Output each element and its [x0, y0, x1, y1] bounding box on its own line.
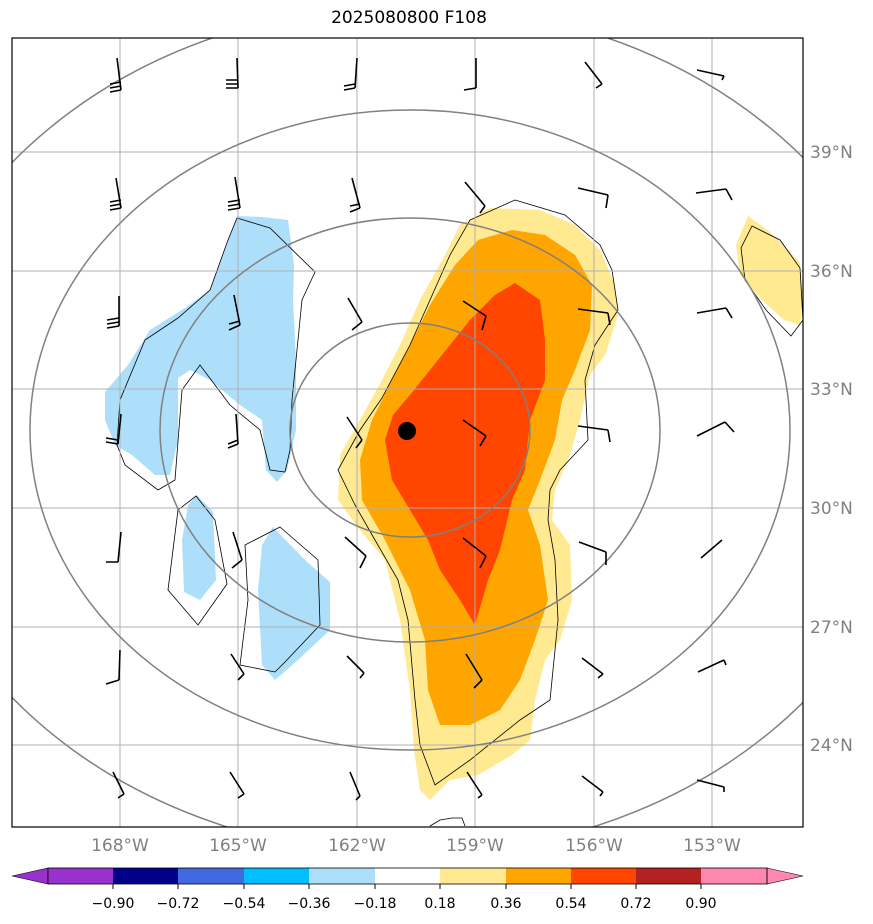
wind-barb [577, 308, 611, 326]
wind-barb [229, 771, 245, 799]
colorbar-segment [178, 868, 244, 884]
contour-outlines [116, 199, 803, 827]
wind-barb [228, 294, 241, 331]
wind-barb [226, 57, 239, 89]
wind-barb [578, 541, 607, 565]
colorbar-tick-label: −0.72 [157, 896, 200, 912]
colorbar-extend-low [11, 867, 49, 885]
wind-barb [106, 296, 120, 329]
lon-label: 153°W [683, 836, 741, 856]
wind-barb [581, 657, 604, 679]
wind-barb [105, 649, 121, 685]
colorbar-segment [571, 868, 636, 884]
wind-barb [700, 539, 723, 559]
wind-barb [105, 413, 122, 445]
wind-barb [227, 176, 241, 211]
wind-barb [464, 181, 486, 214]
longitude-labels: 168°W 165°W 162°W 159°W 156°W 153°W [91, 836, 741, 856]
colorbar-tick-label: 0.36 [490, 896, 521, 912]
wind-barb [465, 653, 483, 689]
red-orange-region [385, 283, 545, 625]
wind-barb [344, 536, 367, 569]
lat-label: 30°N [810, 499, 853, 519]
wind-barb [346, 416, 363, 449]
lat-label: 33°N [810, 380, 853, 400]
colorbar-tick-label: −0.54 [223, 896, 266, 912]
wind-barb [696, 69, 725, 81]
colorbar-segment [375, 868, 440, 884]
wind-barb [584, 61, 603, 89]
map-border [11, 37, 804, 828]
wind-barb [349, 771, 361, 801]
colorbar-tick-label: 0.18 [424, 896, 455, 912]
lat-label: 39°N [810, 143, 853, 163]
wind-barb [106, 531, 122, 563]
wind-barb [695, 188, 733, 201]
wind-barb [696, 307, 733, 319]
positive-anomaly-fill [338, 208, 803, 800]
wind-barb [227, 413, 239, 449]
wind-barb [466, 771, 483, 799]
wind-barb [577, 425, 611, 443]
map-area [12, 38, 803, 827]
colorbar-tick-label: 0.72 [620, 896, 651, 912]
wind-barb [696, 779, 725, 792]
blue-region-south [182, 495, 216, 600]
lon-label: 168°W [91, 836, 149, 856]
lon-label: 159°W [446, 836, 504, 856]
colorbar-tick-label: −0.36 [288, 896, 331, 912]
wind-barb [231, 531, 243, 569]
colorbar-segment [440, 868, 506, 884]
lat-label: 27°N [810, 618, 853, 638]
wind-barb [462, 537, 487, 569]
wind-barb [349, 177, 361, 213]
colorbar-segment [309, 868, 375, 884]
wind-barb [581, 775, 604, 797]
latitude-labels: 39°N 36°N 33°N 30°N 27°N 24°N [810, 143, 853, 756]
wind-barbs [105, 57, 735, 801]
colorbar-segment [506, 868, 571, 884]
wind-barb [577, 187, 609, 209]
lon-label: 165°W [209, 836, 267, 856]
wind-barb [112, 771, 125, 799]
colorbar-tick-label: 0.90 [685, 896, 716, 912]
wind-barb [462, 300, 487, 331]
colorbar-segment [636, 868, 701, 884]
negative-anomaly-fill [105, 216, 330, 680]
colorbar-tick-label: −0.18 [354, 896, 397, 912]
wind-barb [462, 419, 487, 447]
wind-barb [463, 58, 477, 91]
blue-region-southeast [258, 527, 330, 680]
wind-barb [343, 57, 358, 91]
wind-barb [230, 653, 245, 681]
wind-barb [347, 297, 363, 331]
lat-label: 36°N [810, 262, 853, 282]
storm-center-marker [398, 422, 416, 440]
colorbar-segment [244, 868, 309, 884]
colorbar-extend-high [766, 867, 804, 885]
colorbar-segment [701, 868, 767, 884]
wind-barb [697, 659, 727, 673]
colorbar-tick-label: 0.54 [555, 896, 586, 912]
wind-barb [109, 177, 122, 211]
blue-region-west [105, 216, 296, 482]
colorbar-border [47, 867, 768, 885]
wind-barb [109, 57, 122, 93]
map-title: 2025080800 F108 [331, 8, 487, 28]
colorbar-tick-label: −0.90 [92, 896, 135, 912]
lat-label: 24°N [810, 736, 853, 756]
colorbar-segment [48, 868, 113, 884]
colorbar-ticks [112, 884, 702, 889]
range-rings [12, 38, 803, 827]
lon-label: 162°W [328, 836, 386, 856]
colorbar: −0.90 −0.72 −0.54 −0.36 −0.18 0.18 0.36 … [11, 867, 804, 912]
lon-label: 156°W [565, 836, 623, 856]
colorbar-segment [113, 868, 178, 884]
wind-barb [696, 421, 735, 437]
wind-barb [346, 655, 365, 679]
